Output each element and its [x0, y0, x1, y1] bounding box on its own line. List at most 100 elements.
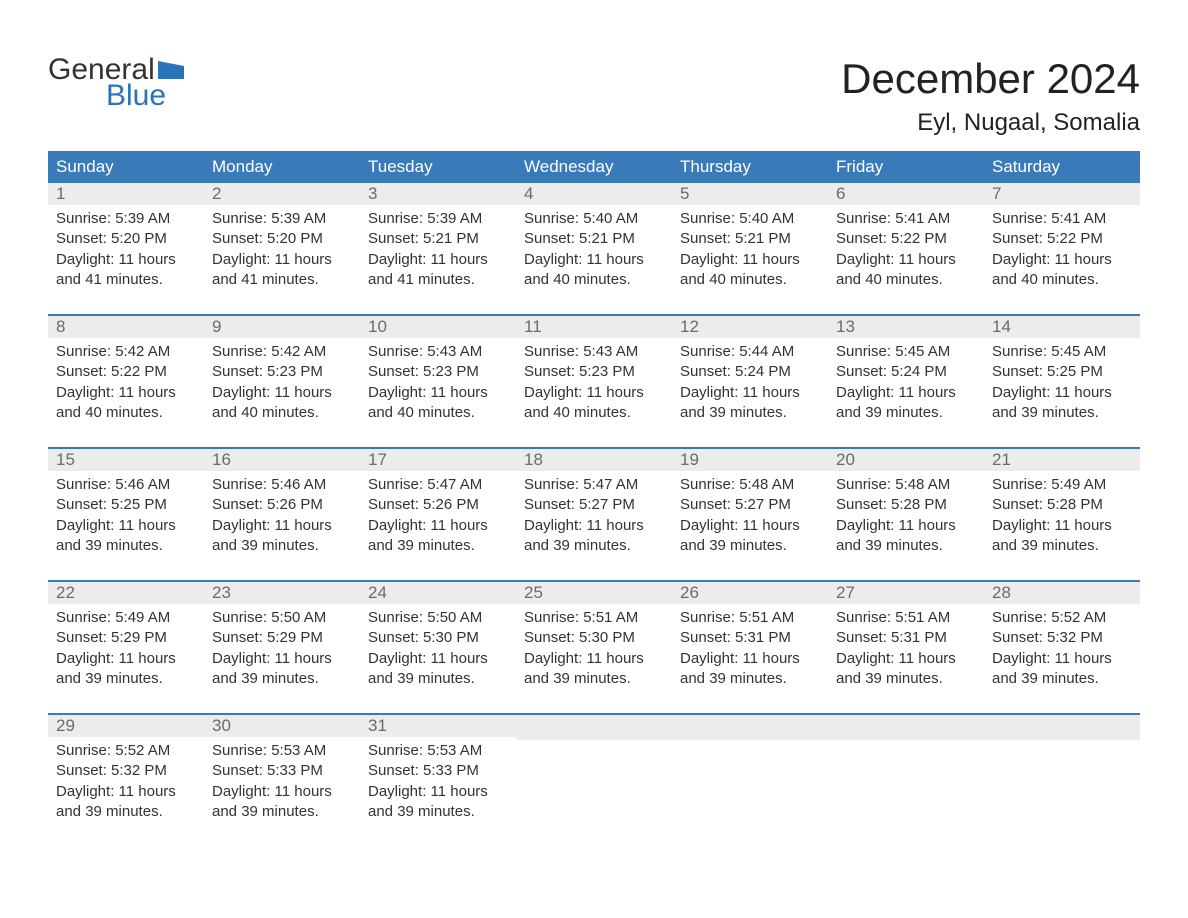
day-number: 5 [672, 183, 828, 205]
daylight-text: Daylight: 11 hours [212, 649, 352, 669]
day-number: 9 [204, 316, 360, 338]
sunset-text: Sunset: 5:33 PM [212, 761, 352, 781]
daylight-text-2: and 39 minutes. [212, 536, 352, 556]
weekday-header-row: Sunday Monday Tuesday Wednesday Thursday… [48, 151, 1140, 183]
sunrise-text: Sunrise: 5:39 AM [212, 209, 352, 229]
sunrise-text: Sunrise: 5:50 AM [212, 608, 352, 628]
sunset-text: Sunset: 5:33 PM [368, 761, 508, 781]
sunrise-text: Sunrise: 5:51 AM [524, 608, 664, 628]
calendar-cell: 23Sunrise: 5:50 AMSunset: 5:29 PMDayligh… [204, 582, 360, 699]
day-details: Sunrise: 5:42 AMSunset: 5:23 PMDaylight:… [204, 338, 360, 433]
daylight-text: Daylight: 11 hours [680, 250, 820, 270]
calendar-cell: 12Sunrise: 5:44 AMSunset: 5:24 PMDayligh… [672, 316, 828, 433]
day-details: Sunrise: 5:40 AMSunset: 5:21 PMDaylight:… [516, 205, 672, 300]
calendar-cell [516, 715, 672, 832]
calendar-cell: 19Sunrise: 5:48 AMSunset: 5:27 PMDayligh… [672, 449, 828, 566]
daylight-text-2: and 41 minutes. [368, 270, 508, 290]
day-details: Sunrise: 5:43 AMSunset: 5:23 PMDaylight:… [516, 338, 672, 433]
calendar-cell: 26Sunrise: 5:51 AMSunset: 5:31 PMDayligh… [672, 582, 828, 699]
day-number: 31 [360, 715, 516, 737]
calendar-cell: 18Sunrise: 5:47 AMSunset: 5:27 PMDayligh… [516, 449, 672, 566]
calendar-cell: 5Sunrise: 5:40 AMSunset: 5:21 PMDaylight… [672, 183, 828, 300]
day-details: Sunrise: 5:39 AMSunset: 5:20 PMDaylight:… [48, 205, 204, 300]
day-number: 8 [48, 316, 204, 338]
daylight-text-2: and 39 minutes. [836, 536, 976, 556]
daylight-text: Daylight: 11 hours [992, 250, 1132, 270]
day-number: 14 [984, 316, 1140, 338]
day-number: 29 [48, 715, 204, 737]
daylight-text-2: and 39 minutes. [680, 669, 820, 689]
sunrise-text: Sunrise: 5:39 AM [368, 209, 508, 229]
day-number: 16 [204, 449, 360, 471]
weekday-header: Tuesday [360, 151, 516, 183]
calendar-cell: 29Sunrise: 5:52 AMSunset: 5:32 PMDayligh… [48, 715, 204, 832]
daylight-text-2: and 40 minutes. [212, 403, 352, 423]
sunrise-text: Sunrise: 5:53 AM [212, 741, 352, 761]
daylight-text: Daylight: 11 hours [212, 383, 352, 403]
weekday-header: Saturday [984, 151, 1140, 183]
sunrise-text: Sunrise: 5:40 AM [524, 209, 664, 229]
sunrise-text: Sunrise: 5:49 AM [992, 475, 1132, 495]
sunrise-text: Sunrise: 5:47 AM [368, 475, 508, 495]
sunrise-text: Sunrise: 5:48 AM [836, 475, 976, 495]
daylight-text: Daylight: 11 hours [368, 649, 508, 669]
daylight-text: Daylight: 11 hours [680, 516, 820, 536]
day-details: Sunrise: 5:53 AMSunset: 5:33 PMDaylight:… [204, 737, 360, 832]
daylight-text-2: and 40 minutes. [680, 270, 820, 290]
empty-day [516, 715, 672, 740]
calendar-cell: 27Sunrise: 5:51 AMSunset: 5:31 PMDayligh… [828, 582, 984, 699]
calendar-cell: 9Sunrise: 5:42 AMSunset: 5:23 PMDaylight… [204, 316, 360, 433]
day-number: 3 [360, 183, 516, 205]
day-details: Sunrise: 5:44 AMSunset: 5:24 PMDaylight:… [672, 338, 828, 433]
day-number: 18 [516, 449, 672, 471]
daylight-text: Daylight: 11 hours [836, 250, 976, 270]
sunset-text: Sunset: 5:29 PM [212, 628, 352, 648]
empty-day [672, 715, 828, 740]
weekday-header: Monday [204, 151, 360, 183]
day-details: Sunrise: 5:41 AMSunset: 5:22 PMDaylight:… [984, 205, 1140, 300]
calendar-cell: 24Sunrise: 5:50 AMSunset: 5:30 PMDayligh… [360, 582, 516, 699]
calendar-cell: 8Sunrise: 5:42 AMSunset: 5:22 PMDaylight… [48, 316, 204, 433]
day-number: 13 [828, 316, 984, 338]
day-number: 7 [984, 183, 1140, 205]
sunset-text: Sunset: 5:24 PM [680, 362, 820, 382]
location-subtitle: Eyl, Nugaal, Somalia [841, 109, 1140, 137]
daylight-text-2: and 39 minutes. [836, 669, 976, 689]
day-number: 12 [672, 316, 828, 338]
sunrise-text: Sunrise: 5:43 AM [524, 342, 664, 362]
day-details: Sunrise: 5:50 AMSunset: 5:29 PMDaylight:… [204, 604, 360, 699]
calendar-cell: 22Sunrise: 5:49 AMSunset: 5:29 PMDayligh… [48, 582, 204, 699]
daylight-text-2: and 39 minutes. [680, 536, 820, 556]
calendar-cell [984, 715, 1140, 832]
calendar-cell: 17Sunrise: 5:47 AMSunset: 5:26 PMDayligh… [360, 449, 516, 566]
day-number: 6 [828, 183, 984, 205]
sunset-text: Sunset: 5:26 PM [212, 495, 352, 515]
calendar-cell: 14Sunrise: 5:45 AMSunset: 5:25 PMDayligh… [984, 316, 1140, 433]
day-details: Sunrise: 5:39 AMSunset: 5:21 PMDaylight:… [360, 205, 516, 300]
day-number: 21 [984, 449, 1140, 471]
weekday-header: Thursday [672, 151, 828, 183]
calendar-cell: 4Sunrise: 5:40 AMSunset: 5:21 PMDaylight… [516, 183, 672, 300]
calendar-cell: 30Sunrise: 5:53 AMSunset: 5:33 PMDayligh… [204, 715, 360, 832]
sunrise-text: Sunrise: 5:52 AM [56, 741, 196, 761]
daylight-text-2: and 40 minutes. [524, 403, 664, 423]
day-details: Sunrise: 5:49 AMSunset: 5:28 PMDaylight:… [984, 471, 1140, 566]
calendar-cell: 28Sunrise: 5:52 AMSunset: 5:32 PMDayligh… [984, 582, 1140, 699]
sunrise-text: Sunrise: 5:52 AM [992, 608, 1132, 628]
sunset-text: Sunset: 5:20 PM [56, 229, 196, 249]
daylight-text: Daylight: 11 hours [368, 782, 508, 802]
day-number: 1 [48, 183, 204, 205]
sunset-text: Sunset: 5:26 PM [368, 495, 508, 515]
day-number: 4 [516, 183, 672, 205]
daylight-text-2: and 40 minutes. [992, 270, 1132, 290]
day-details: Sunrise: 5:47 AMSunset: 5:26 PMDaylight:… [360, 471, 516, 566]
sunset-text: Sunset: 5:21 PM [368, 229, 508, 249]
sunset-text: Sunset: 5:22 PM [992, 229, 1132, 249]
daylight-text-2: and 39 minutes. [368, 536, 508, 556]
day-number: 28 [984, 582, 1140, 604]
sunrise-text: Sunrise: 5:45 AM [992, 342, 1132, 362]
sunset-text: Sunset: 5:29 PM [56, 628, 196, 648]
day-number: 22 [48, 582, 204, 604]
daylight-text: Daylight: 11 hours [992, 383, 1132, 403]
daylight-text: Daylight: 11 hours [836, 516, 976, 536]
